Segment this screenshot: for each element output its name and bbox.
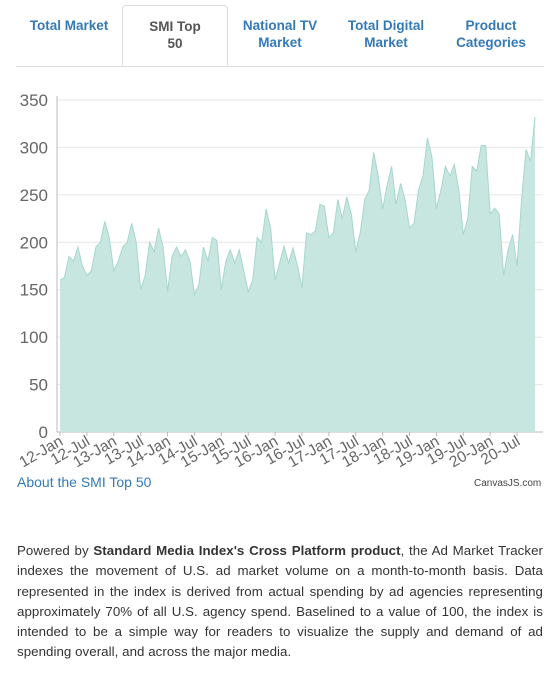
y-tick-label: 100 xyxy=(20,328,48,347)
y-tick-label: 50 xyxy=(29,376,48,395)
y-tick-label: 350 xyxy=(20,91,48,110)
tab-label: National TV Market xyxy=(242,18,318,50)
chart-svg: 05010015020025030035012-Jan12-Jul13-Jan1… xyxy=(16,91,543,471)
market-tabs: Total Market SMI Top 50 National TV Mark… xyxy=(0,0,559,66)
y-tick-label: 200 xyxy=(20,233,48,252)
description-suffix: , the Ad Market Tracker indexes the move… xyxy=(17,543,543,660)
description-prefix: Powered by xyxy=(17,543,94,558)
canvasjs-credit[interactable]: CanvasJS.com xyxy=(474,478,542,489)
tab-product-categories[interactable]: Product Categories xyxy=(446,5,536,66)
about-smi-top-50-link[interactable]: About the SMI Top 50 xyxy=(17,474,152,490)
tab-total-digital-market[interactable]: Total Digital Market xyxy=(340,5,432,66)
y-tick-label: 150 xyxy=(20,281,48,300)
series-area xyxy=(60,117,535,432)
tab-label: Product Categories xyxy=(456,18,526,50)
tab-total-market[interactable]: Total Market xyxy=(17,5,121,66)
tab-label: Total Digital Market xyxy=(347,18,425,50)
tab-label: SMI Top 50 xyxy=(149,19,201,51)
tab-label: Total Market xyxy=(29,18,109,33)
tab-national-tv-market[interactable]: National TV Market xyxy=(232,5,328,66)
tab-smi-top-50[interactable]: SMI Top 50 xyxy=(122,5,228,66)
y-tick-label: 300 xyxy=(20,138,48,157)
y-tick-label: 250 xyxy=(20,186,48,205)
tabs-divider xyxy=(16,66,544,67)
description-bold-link[interactable]: Standard Media Index's Cross Platform pr… xyxy=(93,543,401,558)
smi-top-50-chart: 0 50 100 150 200 250 300 350 12-Jan 12-Jul 13-Jan 1… xyxy=(0,80,559,480)
description-text: Powered by Standard Media Index's Cross … xyxy=(17,541,543,663)
y-tick-label: 0 xyxy=(39,423,48,442)
series-line xyxy=(59,117,536,297)
